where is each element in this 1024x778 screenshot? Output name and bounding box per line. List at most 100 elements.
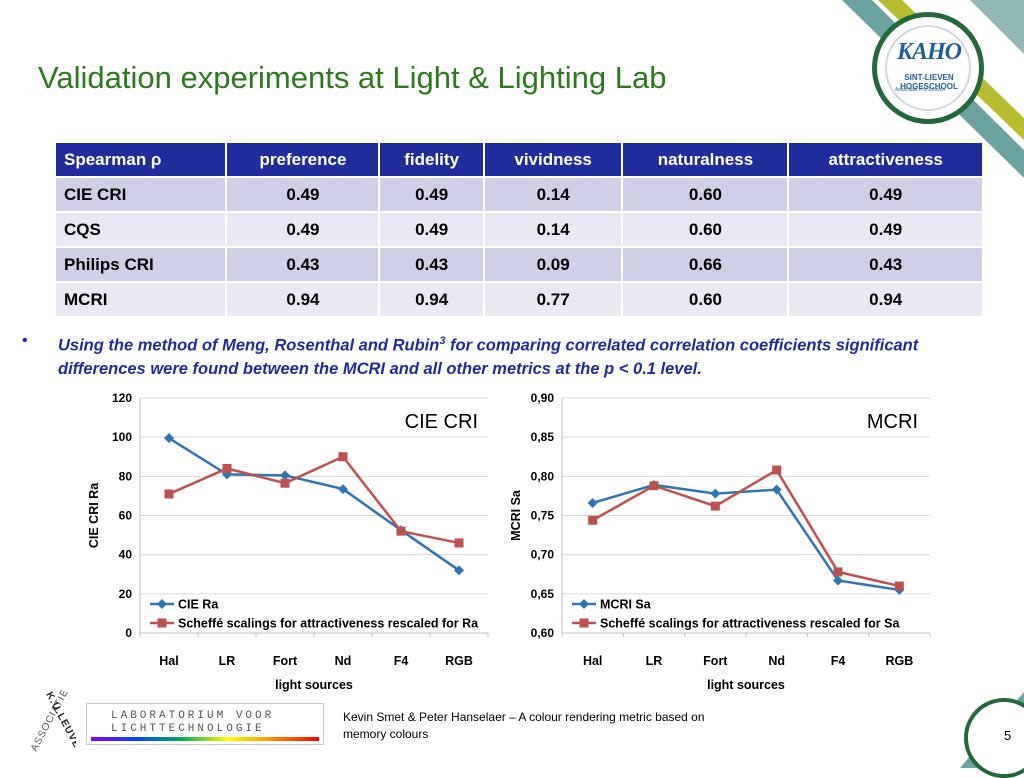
table-cell: 0.43 bbox=[226, 246, 381, 282]
table-row: CIE CRI 0.49 0.49 0.14 0.60 0.49 bbox=[56, 176, 984, 212]
table-cell: 0.49 bbox=[788, 211, 984, 247]
data-point bbox=[772, 465, 782, 475]
legend-label: Scheffé scalings for attractiveness resc… bbox=[178, 617, 479, 631]
table-header: fidelity bbox=[379, 143, 485, 177]
x-axis-label: light sources bbox=[707, 678, 785, 692]
data-point bbox=[164, 433, 174, 444]
table-row: MCRI 0.94 0.94 0.77 0.60 0.94 bbox=[56, 281, 984, 316]
table-cell: 0.49 bbox=[788, 176, 984, 212]
table-cell: 0.49 bbox=[226, 211, 381, 247]
bullet-text-start: Using the method of Meng, Rosenthal and … bbox=[58, 336, 440, 355]
data-point bbox=[454, 538, 464, 548]
table-header: preference bbox=[226, 143, 381, 177]
y-tick-label: 0,75 bbox=[531, 509, 555, 523]
x-tick-label: LR bbox=[646, 654, 663, 668]
data-point bbox=[649, 481, 659, 491]
legend-label: CIE Ra bbox=[178, 598, 219, 612]
chart-title: CIE CRI bbox=[405, 411, 478, 433]
y-tick-label: 0,65 bbox=[531, 587, 555, 601]
data-point bbox=[587, 497, 598, 508]
bullet-marker: • bbox=[22, 332, 28, 349]
data-point bbox=[771, 484, 782, 495]
data-point bbox=[164, 489, 174, 499]
y-tick-label: 0,60 bbox=[531, 626, 555, 640]
table-cell: 0.09 bbox=[483, 246, 624, 282]
data-point bbox=[338, 452, 348, 462]
x-tick-label: LR bbox=[219, 654, 236, 668]
data-point bbox=[894, 581, 904, 591]
table-header-row: Spearman ρ preference fidelity vividness… bbox=[56, 143, 984, 177]
series-line bbox=[592, 483, 900, 592]
y-tick-label: 60 bbox=[119, 509, 133, 523]
lab-logo-line1: LABORATORIUM VOOR bbox=[111, 710, 275, 722]
logo-sub: Associatie K.U.Leuven bbox=[895, 87, 946, 93]
table-cell: 0.60 bbox=[622, 211, 790, 247]
x-tick-label: RGB bbox=[885, 654, 913, 668]
legend-marker bbox=[157, 618, 167, 628]
y-tick-label: 0,90 bbox=[531, 391, 555, 405]
y-tick-label: 80 bbox=[119, 469, 133, 483]
x-tick-label: F4 bbox=[394, 654, 409, 668]
citation-superscript: 3 bbox=[439, 335, 446, 347]
table-cell: 0.94 bbox=[379, 281, 485, 316]
table-cell: 0.77 bbox=[483, 281, 624, 316]
x-tick-label: Nd bbox=[335, 654, 352, 668]
x-tick-label: Fort bbox=[703, 654, 728, 668]
table-cell: 0.43 bbox=[788, 246, 984, 282]
data-point bbox=[222, 464, 232, 473]
y-tick-label: 0,85 bbox=[531, 430, 555, 444]
data-point bbox=[338, 484, 348, 495]
chart-title: MCRI bbox=[867, 411, 918, 433]
legend-label: Scheffé scalings for attractiveness resc… bbox=[600, 617, 900, 631]
table-header: Spearman ρ bbox=[56, 143, 228, 177]
table-cell: 0.14 bbox=[483, 211, 624, 247]
bullet-text: Using the method of Meng, Rosenthal and … bbox=[58, 330, 1003, 381]
table-cell: 0.14 bbox=[483, 176, 624, 212]
data-point bbox=[280, 470, 290, 481]
legend-marker bbox=[157, 599, 167, 609]
y-tick-label: 40 bbox=[119, 548, 133, 562]
data-point bbox=[396, 526, 406, 536]
y-tick-label: 0,80 bbox=[531, 469, 555, 483]
table-cell: 0.49 bbox=[226, 176, 381, 212]
x-tick-label: Hal bbox=[583, 654, 602, 668]
y-axis-label: MCRI Sa bbox=[509, 489, 523, 541]
data-point bbox=[710, 501, 720, 511]
school-logo: KAHO SINT-LIEVEN HOGESCHOOL Associatie K… bbox=[872, 12, 984, 124]
table-row: Philips CRI 0.43 0.43 0.09 0.66 0.43 bbox=[56, 246, 984, 282]
legend-marker bbox=[579, 599, 589, 609]
data-point bbox=[833, 567, 843, 577]
x-tick-label: F4 bbox=[831, 654, 846, 668]
series-line bbox=[168, 455, 460, 545]
data-point bbox=[280, 478, 290, 488]
table-header: vividness bbox=[483, 143, 624, 177]
y-tick-label: 0,70 bbox=[531, 548, 555, 562]
table-cell: 0.60 bbox=[622, 176, 790, 212]
x-tick-label: Nd bbox=[768, 654, 785, 668]
y-tick-label: 120 bbox=[112, 391, 132, 405]
y-tick-label: 0 bbox=[125, 626, 132, 640]
data-point bbox=[454, 565, 464, 576]
logo-mark: KAHO bbox=[897, 39, 962, 65]
table-cell: CIE CRI bbox=[56, 176, 228, 212]
legend-marker bbox=[579, 618, 589, 628]
associatie-kuleuven-logo: ASSOCIATIE K.U.LEUVEN bbox=[29, 690, 76, 758]
table-cell: Philips CRI bbox=[56, 246, 228, 282]
x-tick-label: RGB bbox=[445, 654, 473, 668]
page-number: 5 bbox=[1004, 728, 1012, 743]
legend-label: MCRI Sa bbox=[600, 598, 652, 612]
footer-credit: Kevin Smet & Peter Hanselaer – A colour … bbox=[343, 710, 705, 741]
table-cell: 0.49 bbox=[379, 211, 485, 247]
page-number-badge: 5 bbox=[964, 698, 1024, 778]
x-axis-label: light sources bbox=[275, 678, 353, 692]
series-line bbox=[592, 468, 900, 588]
table-cell: 0.43 bbox=[379, 246, 485, 282]
y-tick-label: 20 bbox=[119, 587, 133, 601]
table-header: naturalness bbox=[622, 143, 790, 177]
spectrum-bar bbox=[91, 737, 319, 741]
table-cell: 0.94 bbox=[788, 281, 984, 316]
cie-cri-chart: 0 20 40 60 80 100 120 Hal LR Fort Nd F4 RGB light sou… bbox=[87, 391, 489, 692]
x-tick-label: Hal bbox=[159, 654, 178, 668]
table-header: attractiveness bbox=[788, 143, 984, 177]
x-tick-label: Fort bbox=[273, 654, 298, 668]
